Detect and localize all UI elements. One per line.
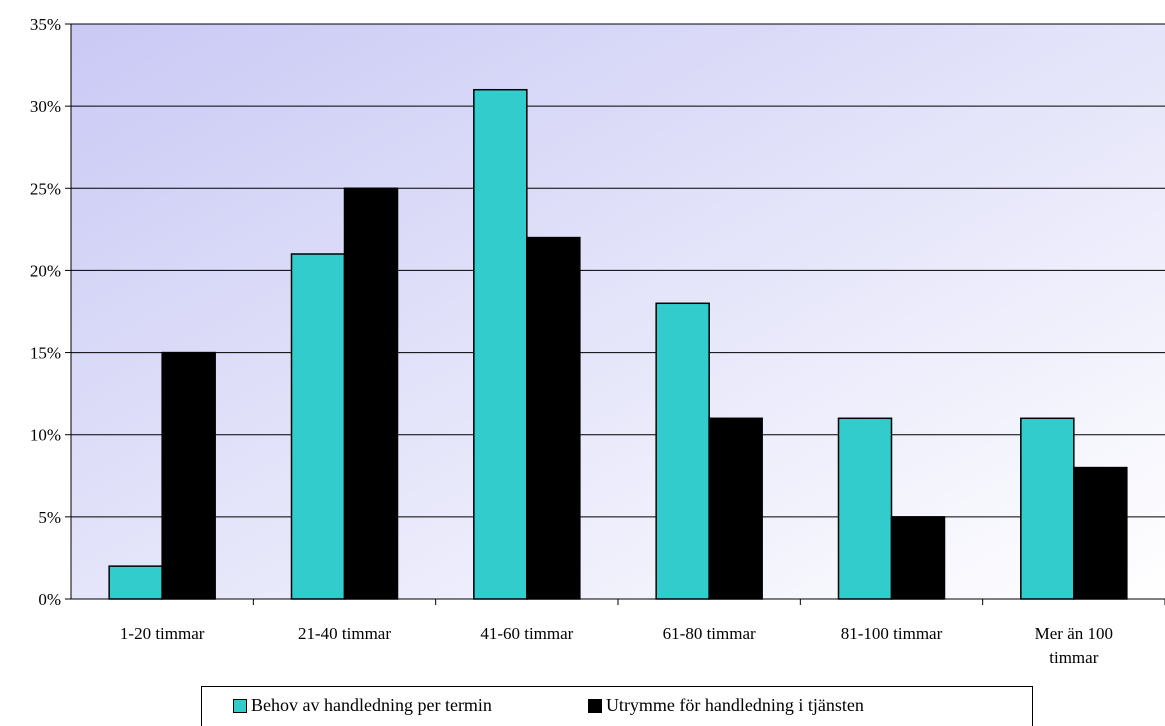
- bar: [161, 351, 216, 600]
- legend: Behov av handledning per termin Utrymme …: [201, 686, 1033, 726]
- x-tick-label: 41-60 timmar: [480, 624, 573, 643]
- bar: [708, 417, 763, 600]
- x-tick-label: timmar: [1049, 648, 1098, 667]
- bar: [108, 565, 163, 600]
- legend-item-utrymme: Utrymme för handledning i tjänsten: [587, 695, 864, 716]
- legend-swatch-behov: [233, 698, 247, 713]
- y-tick-label: 5%: [38, 508, 61, 527]
- legend-label-utrymme: Utrymme för handledning i tjänsten: [605, 695, 864, 715]
- y-tick-label: 30%: [30, 97, 61, 116]
- legend-item-behov: Behov av handledning per termin: [233, 695, 492, 716]
- bars: [108, 88, 1128, 600]
- y-tick-label: 20%: [30, 261, 61, 280]
- bar: [290, 253, 346, 600]
- x-axis-labels: 1-20 timmar 21-40 timmar 41-60 timmar 61-80…: [120, 624, 1113, 667]
- bar: [837, 417, 893, 600]
- bar-chart: 0% 5% 10% 15% 20% 25% 30% 35% 1-20 timmar 21-40 …: [30, 15, 1165, 667]
- x-tick-label: 1-20 timmar: [120, 624, 205, 643]
- bar: [343, 187, 399, 600]
- bar: [655, 302, 710, 600]
- axes: [65, 23, 1165, 605]
- bar: [526, 236, 581, 600]
- y-tick-label: 0%: [38, 590, 61, 609]
- y-axis-labels: 0% 5% 10% 15% 20% 25% 30% 35%: [30, 15, 61, 609]
- bar: [1020, 417, 1075, 600]
- bar: [473, 88, 528, 600]
- y-tick-label: 25%: [30, 179, 61, 198]
- bar: [1073, 466, 1128, 600]
- gridlines: [71, 23, 1165, 518]
- x-tick-label: Mer än 100: [1035, 624, 1113, 643]
- x-tick-label: 21-40 timmar: [298, 624, 391, 643]
- y-tick-label: 15%: [30, 344, 61, 363]
- y-tick-label: 10%: [30, 426, 61, 445]
- legend-swatch-utrymme: [587, 698, 602, 713]
- plot-area: [71, 24, 1165, 599]
- bar: [890, 516, 946, 600]
- x-tick-label: 81-100 timmar: [841, 624, 943, 643]
- x-tick-label: 61-80 timmar: [663, 624, 756, 643]
- legend-label-behov: Behov av handledning per termin: [251, 695, 492, 715]
- y-tick-label: 35%: [30, 15, 61, 34]
